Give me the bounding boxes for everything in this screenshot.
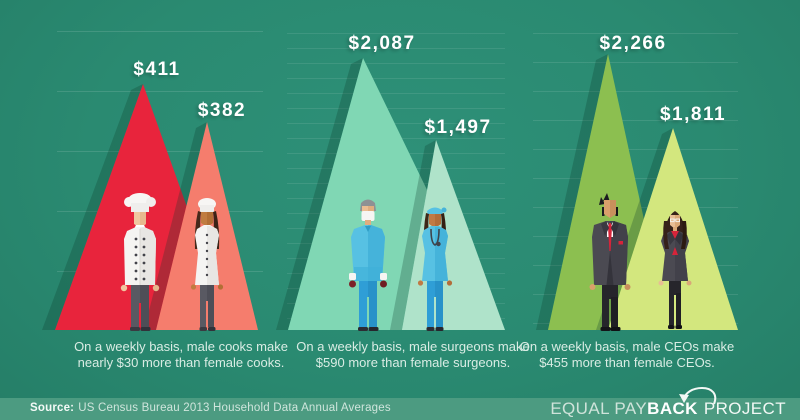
male-ceos-triangle-shadow: [536, 54, 608, 330]
female-surgeon-figure: [417, 207, 453, 331]
cooks-caption-line2: nearly $30 more than female cooks.: [77, 355, 285, 370]
female-ceo-figure: [658, 211, 692, 329]
male-surgeon-figure: [349, 199, 387, 331]
source-text: US Census Bureau 2013 Household Data Ann…: [78, 402, 391, 414]
female-surgeons-triangle-shadow: [390, 140, 436, 330]
male-surgeons-value: $2,087: [348, 33, 416, 54]
surgeons-caption-line1: On a weekly basis, male surgeons make: [296, 339, 530, 354]
equal-payback-project-logo: EQUAL PAY BACK PROJECT: [550, 386, 786, 419]
male-cooks-value: $411: [133, 59, 181, 80]
source-label: Source:: [30, 402, 75, 414]
female-cooks-value: $382: [197, 100, 247, 121]
male-ceo-figure: [589, 193, 631, 331]
logo-equal-pay: EQUAL PAY: [550, 399, 648, 418]
logo-project: PROJECT: [703, 399, 786, 418]
female-ceos-value: $1,811: [659, 104, 727, 125]
male-cook-figure: [120, 193, 160, 331]
surgeons-caption: On a weekly basis, male surgeons make $5…: [278, 339, 548, 371]
ceos-caption: On a weekly basis, male CEOs make $455 m…: [492, 339, 762, 371]
male-cooks-triangle-shadow: [42, 84, 143, 330]
cooks-caption: On a weekly basis, male cooks make nearl…: [46, 339, 316, 371]
ceos-caption-line1: On a weekly basis, male CEOs make: [519, 339, 735, 354]
surgeons-caption-line2: $590 more than female surgeons.: [315, 355, 511, 370]
female-surgeons-value: $1,497: [424, 117, 492, 138]
male-ceos-value: $2,266: [599, 33, 667, 54]
footer-strip: [0, 398, 800, 420]
ceos-caption-line2: $455 more than female CEOs.: [539, 355, 715, 370]
logo-back: BACK: [647, 399, 698, 418]
source-note: Source: US Census Bureau 2013 Household D…: [30, 402, 391, 414]
male-surgeons-triangle-shadow: [276, 58, 363, 330]
female-cook-figure: [190, 198, 224, 331]
cooks-caption-line1: On a weekly basis, male cooks make: [74, 339, 288, 354]
payback-loop-arrow-icon: [679, 386, 717, 405]
female-cooks-triangle-shadow: [144, 122, 207, 330]
